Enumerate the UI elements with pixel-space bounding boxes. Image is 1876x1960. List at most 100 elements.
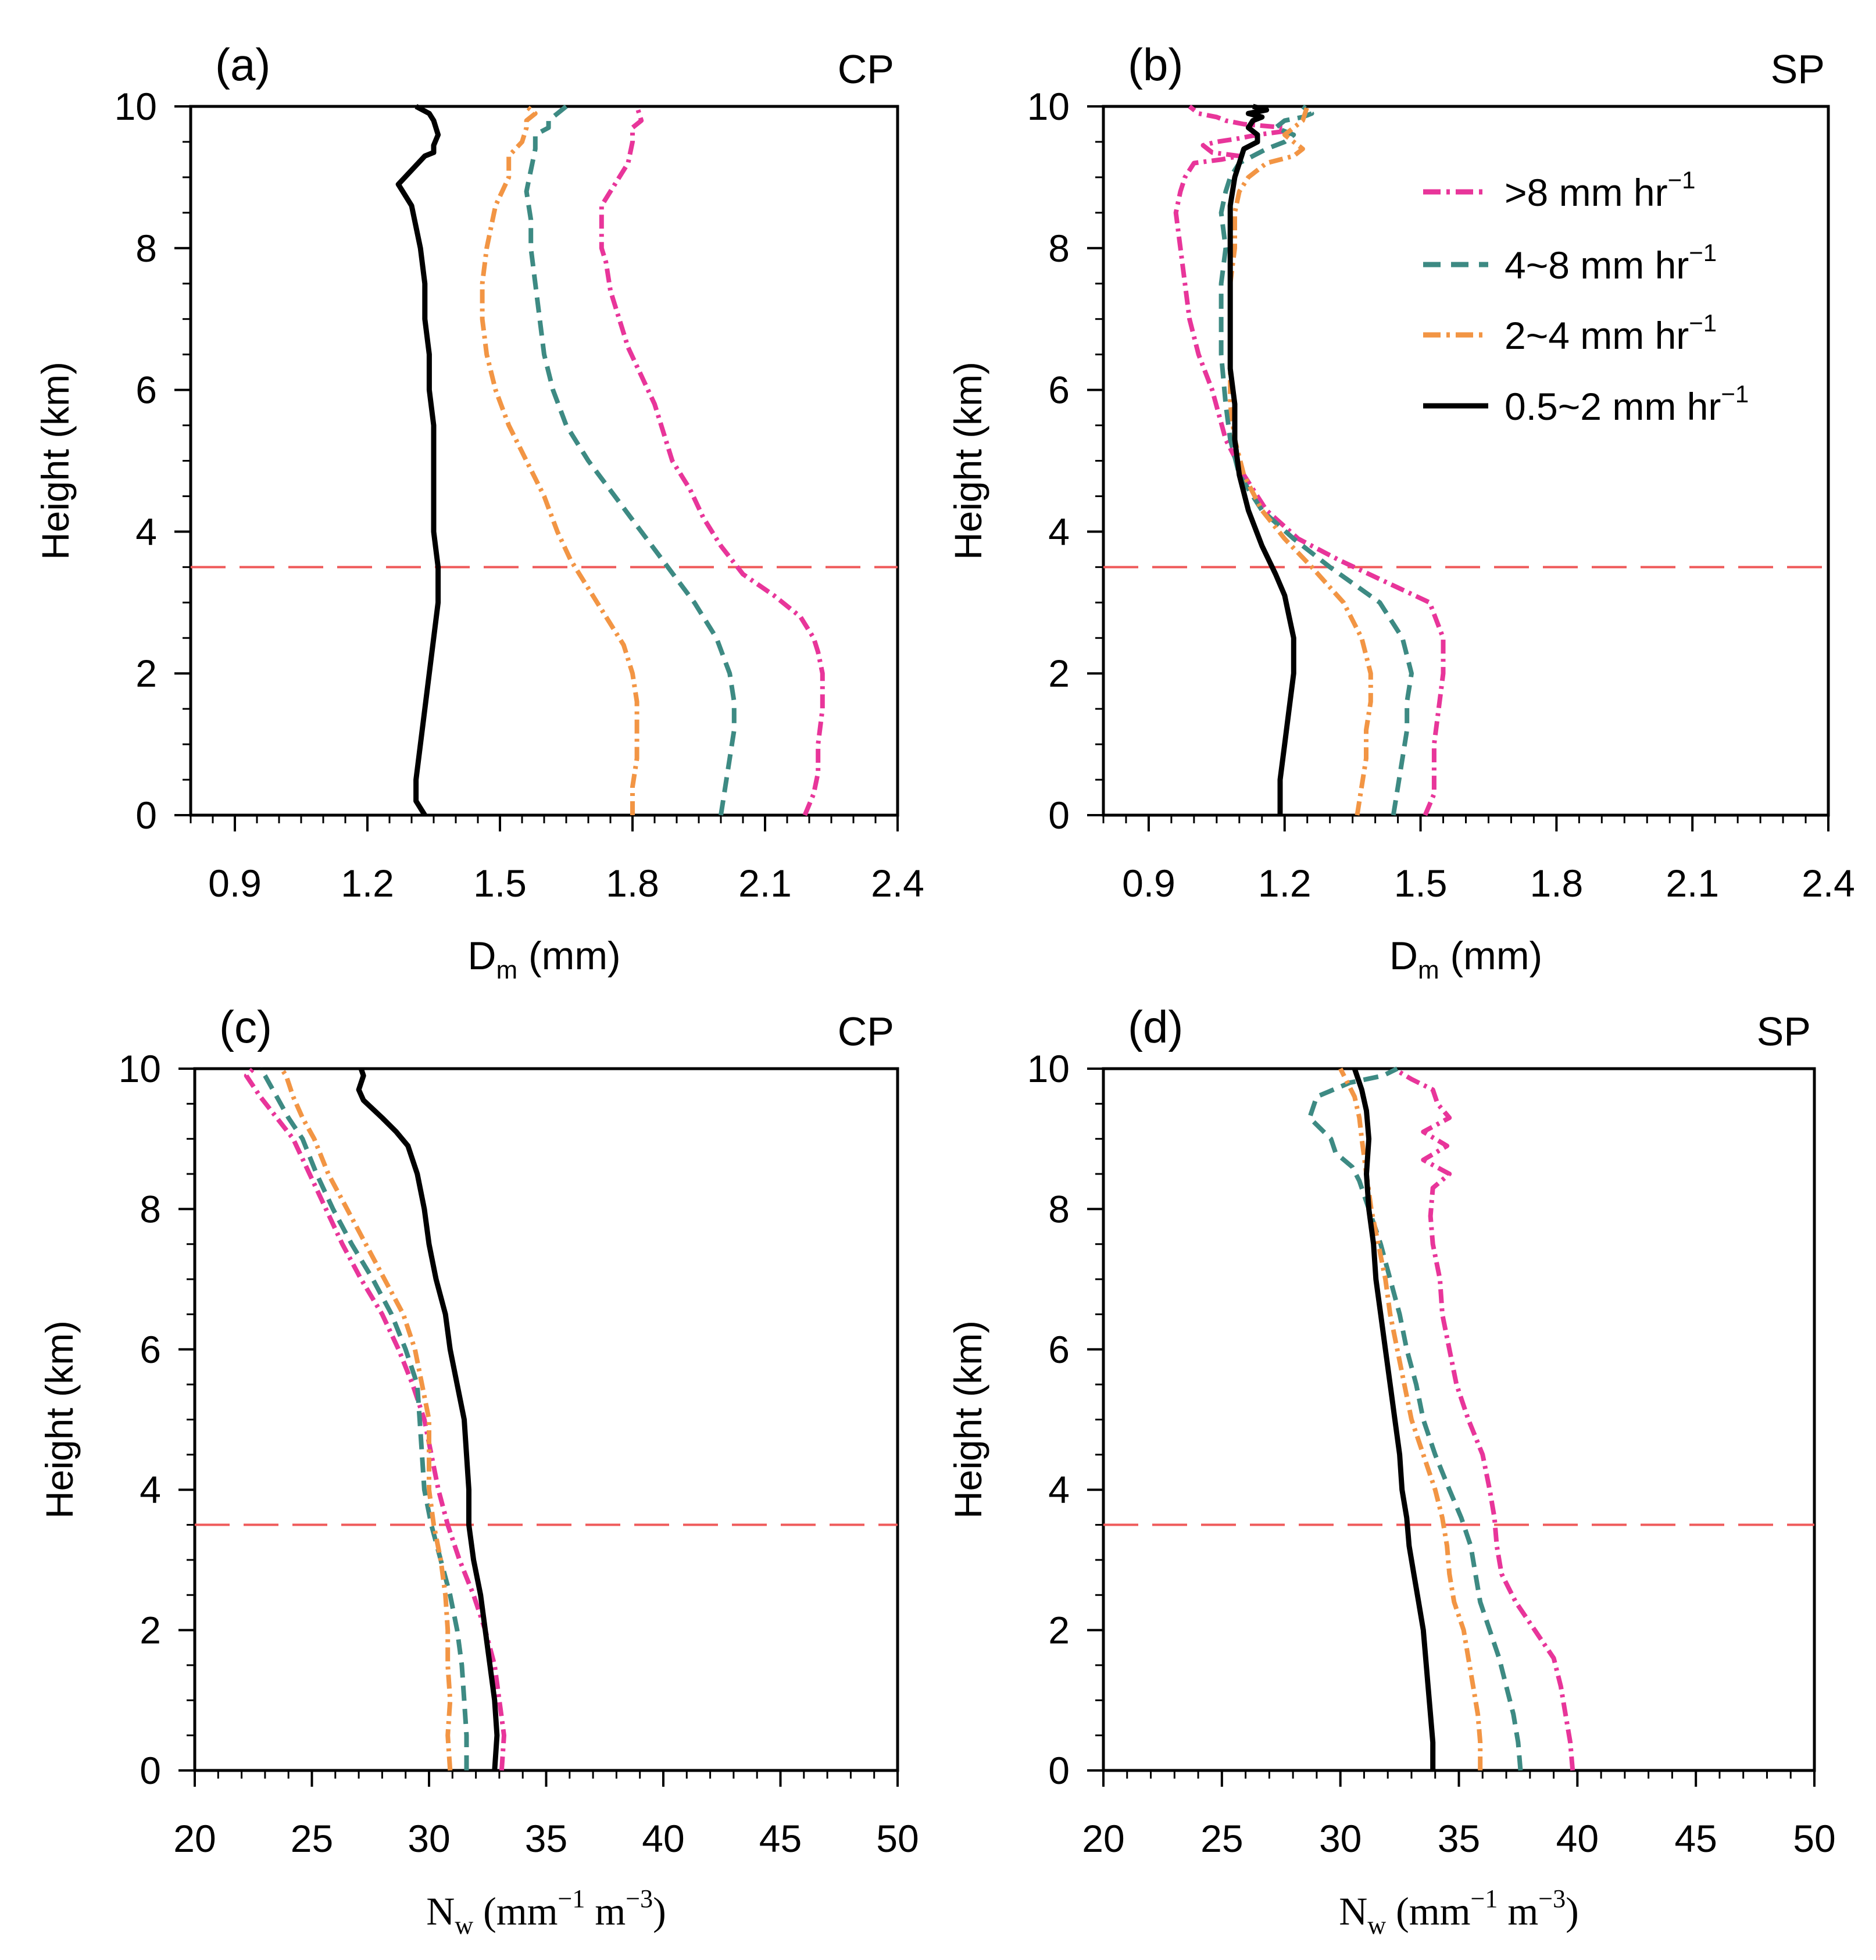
legend-label-main: 0.5~2 mm hr xyxy=(1505,385,1721,428)
x-tick-label: 1.5 xyxy=(473,862,527,905)
y-tick-label: 4 xyxy=(135,510,157,553)
legend-label-main: 4~8 mm hr xyxy=(1505,244,1689,287)
panel-c: 20 25 30 35 40 45 50 0 2 4 6 8 10 (c) CP Height (km) Nw … xyxy=(38,1001,919,1940)
x-label-tail: (mm xyxy=(473,1889,558,1933)
series-line xyxy=(258,1067,469,1770)
y-tick-label: 2 xyxy=(1048,1609,1070,1652)
y-tick-label: 0 xyxy=(1048,1749,1070,1792)
series-line xyxy=(1395,1067,1575,1771)
plot-frame xyxy=(189,105,899,817)
legend-label: 0.5~2 mm hr−1 xyxy=(1505,380,1749,428)
x-tick-label: 2.4 xyxy=(871,862,924,905)
x-axis-label: Nw (mm−1 m−3) xyxy=(426,1884,666,1940)
x-tick-label: 30 xyxy=(408,1817,450,1860)
region-label: CP xyxy=(838,1009,894,1054)
x-label-main: D xyxy=(467,934,496,978)
x-label-tail: (mm) xyxy=(1439,934,1542,978)
legend-label: >8 mm hr−1 xyxy=(1505,166,1695,214)
x-tick-label: 1.8 xyxy=(1530,862,1584,905)
series-line xyxy=(279,1067,453,1771)
legend-label-main: >8 mm hr xyxy=(1505,171,1668,214)
plot-frame xyxy=(1102,1067,1816,1772)
x-tick-label: 50 xyxy=(1793,1817,1835,1860)
x-tick-label: 35 xyxy=(525,1817,567,1860)
legend-label: 4~8 mm hr−1 xyxy=(1505,239,1717,287)
x-label-tail: (mm xyxy=(1386,1889,1470,1933)
series-line xyxy=(1307,1066,1523,1771)
panel-b: 0.9 1.2 1.5 1.8 2.1 2.4 0 2 4 6 8 10 (b) SP Height (km… xyxy=(946,39,1855,984)
x-tick-label: 2.1 xyxy=(1666,862,1719,905)
panel-label: (a) xyxy=(215,39,270,90)
y-tick-label: 10 xyxy=(115,85,157,128)
series-line xyxy=(356,1068,500,1771)
y-tick-label: 4 xyxy=(1048,510,1070,553)
legend-label-main: 2~4 mm hr xyxy=(1505,314,1689,357)
y-tick-label: 6 xyxy=(1048,1328,1070,1371)
x-axis-label: Dm (mm) xyxy=(467,934,620,984)
panel-d: 20 25 30 35 40 45 50 0 2 4 6 8 10 (d) SP Height (km) Nw … xyxy=(946,1001,1836,1940)
x-tick-label: 25 xyxy=(1200,1817,1243,1860)
x-tick-label: 40 xyxy=(1556,1817,1599,1860)
x-label-mid: m xyxy=(1498,1889,1538,1933)
x-tick-label: 1.5 xyxy=(1394,862,1448,905)
x-label-mid: m xyxy=(585,1889,626,1933)
y-axis-label: Height (km) xyxy=(38,1320,81,1519)
legend-label: 2~4 mm hr−1 xyxy=(1505,309,1717,357)
plot-frame xyxy=(1102,105,1830,817)
y-tick-label: 4 xyxy=(1048,1468,1070,1511)
x-tick-label: 20 xyxy=(173,1817,216,1860)
y-tick-label: 2 xyxy=(135,652,157,695)
y-tick-label: 8 xyxy=(140,1187,161,1230)
y-tick-label: 8 xyxy=(135,227,157,270)
x-label-main: N xyxy=(1339,1889,1367,1933)
y-axis-label: Height (km) xyxy=(34,362,77,560)
y-tick-label: 6 xyxy=(135,369,157,412)
x-label-subscript: w xyxy=(455,1911,473,1940)
series-line xyxy=(599,105,825,816)
y-tick-label: 0 xyxy=(1048,794,1070,837)
legend-label-superscript: −1 xyxy=(1689,239,1717,266)
y-axis-label: Height (km) xyxy=(946,362,989,560)
region-label: CP xyxy=(838,47,894,92)
y-tick-label: 0 xyxy=(140,1749,161,1792)
region-label: SP xyxy=(1757,1009,1811,1054)
x-label-subscript: m xyxy=(1418,956,1439,984)
x-label-main: N xyxy=(426,1889,455,1933)
panel-label: (c) xyxy=(219,1001,272,1052)
x-tick-label: 20 xyxy=(1082,1817,1124,1860)
region-label: SP xyxy=(1771,47,1825,92)
y-tick-label: 8 xyxy=(1048,227,1070,270)
x-label-superscript: −3 xyxy=(1538,1884,1566,1913)
series-line xyxy=(395,104,441,817)
panel-a: 0.9 1.2 1.5 1.8 2.1 2.4 0 2 4 6 8 10 (a) CP Height (km… xyxy=(34,39,924,984)
y-tick-label: 8 xyxy=(1048,1187,1070,1230)
series-line xyxy=(1352,1068,1436,1770)
x-tick-label: 1.2 xyxy=(1258,862,1312,905)
x-label-end: ) xyxy=(653,1889,666,1933)
legend-label-superscript: −1 xyxy=(1721,380,1749,408)
panel-label: (d) xyxy=(1128,1001,1183,1052)
x-label-superscript: −3 xyxy=(626,1884,653,1913)
y-tick-label: 10 xyxy=(1027,85,1070,128)
y-tick-label: 4 xyxy=(140,1468,161,1511)
y-tick-label: 10 xyxy=(1027,1047,1070,1090)
x-tick-label: 45 xyxy=(1674,1817,1717,1860)
y-tick-label: 2 xyxy=(1048,652,1070,695)
y-tick-label: 6 xyxy=(140,1328,161,1371)
panel-label: (b) xyxy=(1128,39,1183,90)
series-line xyxy=(480,104,639,815)
y-tick-label: 0 xyxy=(135,794,157,837)
plot-frame xyxy=(193,1067,899,1772)
x-tick-label: 0.9 xyxy=(208,862,262,905)
x-tick-label: 2.1 xyxy=(738,862,792,905)
x-tick-label: 30 xyxy=(1319,1817,1362,1860)
series-line xyxy=(1338,1068,1483,1770)
x-tick-label: 2.4 xyxy=(1802,862,1855,905)
y-tick-label: 10 xyxy=(119,1047,161,1090)
x-tick-label: 1.8 xyxy=(606,862,659,905)
x-tick-label: 0.9 xyxy=(1122,862,1175,905)
x-tick-label: 1.2 xyxy=(341,862,394,905)
x-label-main: D xyxy=(1389,934,1418,978)
series-line xyxy=(1228,105,1373,816)
